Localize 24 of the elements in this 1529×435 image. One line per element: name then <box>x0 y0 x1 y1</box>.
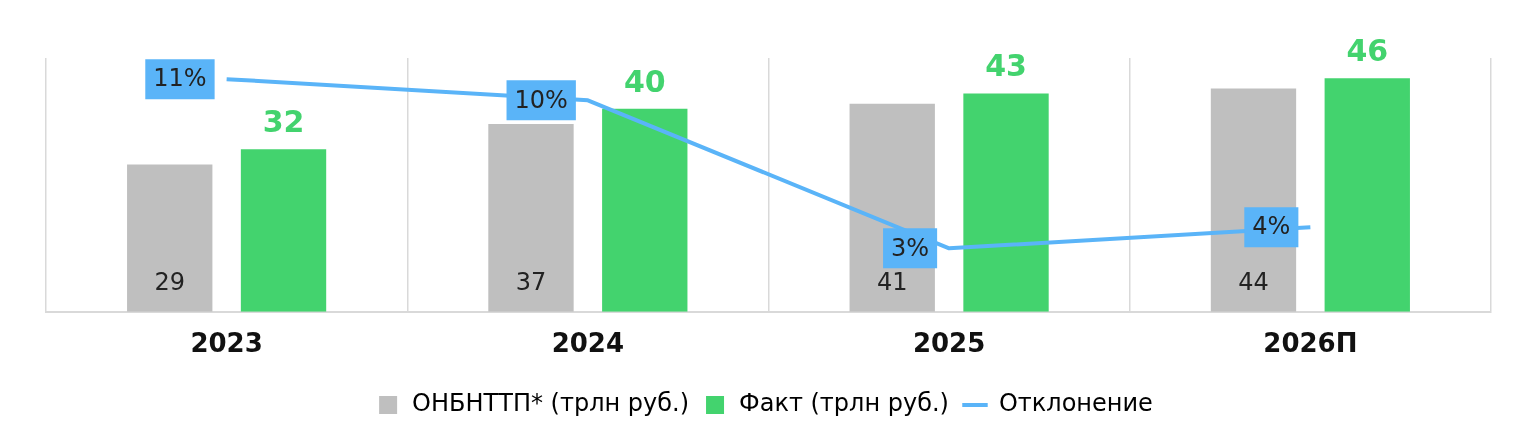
data-label: 37 <box>515 268 547 297</box>
data-label: 32 <box>262 104 305 140</box>
bar <box>963 93 1049 312</box>
x-tick-label: 2024 <box>551 328 625 359</box>
bar <box>127 164 213 312</box>
data-label: 46 <box>1346 33 1389 69</box>
x-tick-label: 2025 <box>912 328 986 359</box>
data-label: 44 <box>1238 268 1269 297</box>
data-label: 43 <box>985 48 1027 84</box>
x-tick-label: 2026П <box>1263 328 1358 359</box>
data-label: 41 <box>876 268 908 297</box>
data-label: 29 <box>154 268 185 297</box>
data-label: 4% <box>1252 212 1291 241</box>
x-tick-label: 2023 <box>190 328 263 359</box>
legend-label: Факт (трлн руб.) <box>739 389 949 418</box>
data-label: 40 <box>623 63 666 99</box>
data-label: 11% <box>153 64 207 93</box>
bar <box>1324 78 1410 312</box>
data-label: 3% <box>891 233 930 262</box>
bar <box>602 108 688 312</box>
bar <box>240 149 327 312</box>
legend-label: ОНБНТТП* (трлн руб.) <box>412 389 690 418</box>
data-label: 10% <box>514 85 568 114</box>
legend-label: Отклонение <box>998 389 1153 418</box>
